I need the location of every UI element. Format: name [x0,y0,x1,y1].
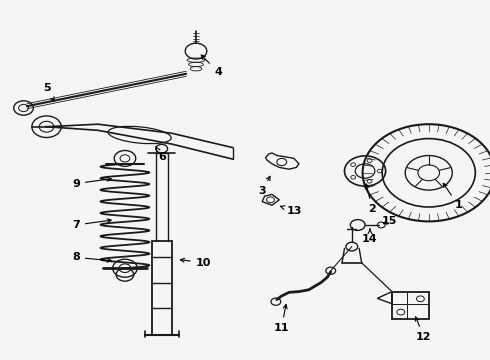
Text: 2: 2 [365,184,376,214]
Text: 1: 1 [443,183,462,210]
Text: 7: 7 [72,219,111,230]
Text: 10: 10 [180,258,211,268]
Text: 15: 15 [382,216,397,226]
Text: 9: 9 [72,177,111,189]
Text: 6: 6 [156,147,166,162]
Text: 8: 8 [72,252,111,262]
Text: 14: 14 [362,229,378,244]
Text: 5: 5 [43,83,54,101]
Text: 12: 12 [416,317,432,342]
Text: 11: 11 [274,305,290,333]
Text: 4: 4 [201,55,222,77]
Text: 3: 3 [258,176,270,196]
Text: 13: 13 [280,206,302,216]
Bar [392,292,429,319]
